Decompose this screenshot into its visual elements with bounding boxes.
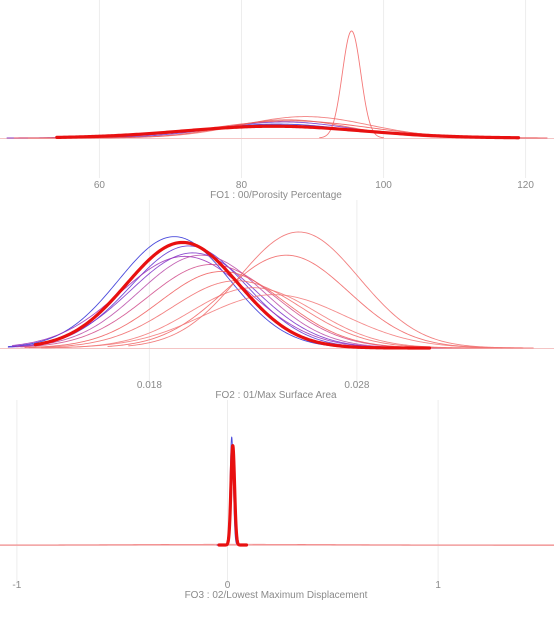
density-curve [128,231,534,349]
x-tick-label: 0.028 [344,380,369,391]
x-tick-label: 80 [236,180,248,191]
fo2-surface-area-panel: 0.018 0.028 FO2 : 01/Max Surface Area [0,200,554,401]
x-tick-label: 1 [435,580,441,591]
density-curve [7,245,462,349]
density-curve-bold [33,240,432,350]
density-curve [20,264,482,349]
x-tick-label: 100 [375,180,392,191]
x-tick-label: -1 [12,580,21,591]
x-tick-label: 0 [225,580,231,591]
density-curve-bold [55,124,521,140]
density-curve [0,543,554,546]
density-curve [41,287,513,349]
fo3-axis-title: FO3 : 02/Lowest Maximum Displacement [185,590,368,601]
density-curve [45,294,524,349]
density-curve-bold [217,444,249,547]
density-curve [16,254,472,349]
x-tick-label: 60 [94,180,106,191]
x-tick-label: 120 [517,180,534,191]
fo3-displacement-panel: -1 0 1 FO3 : 02/Lowest Maximum Displacemen… [0,400,554,601]
fo1-porosity-panel: 60 80 100 120 FO1 : 00/Porosity Percentage [0,0,554,201]
fo2-axis-title: FO2 : 01/Max Surface Area [215,390,337,401]
fo1-axis-title: FO1 : 00/Porosity Percentage [210,190,342,201]
x-tick-label: 0.018 [137,380,162,391]
density-curve [24,270,493,349]
